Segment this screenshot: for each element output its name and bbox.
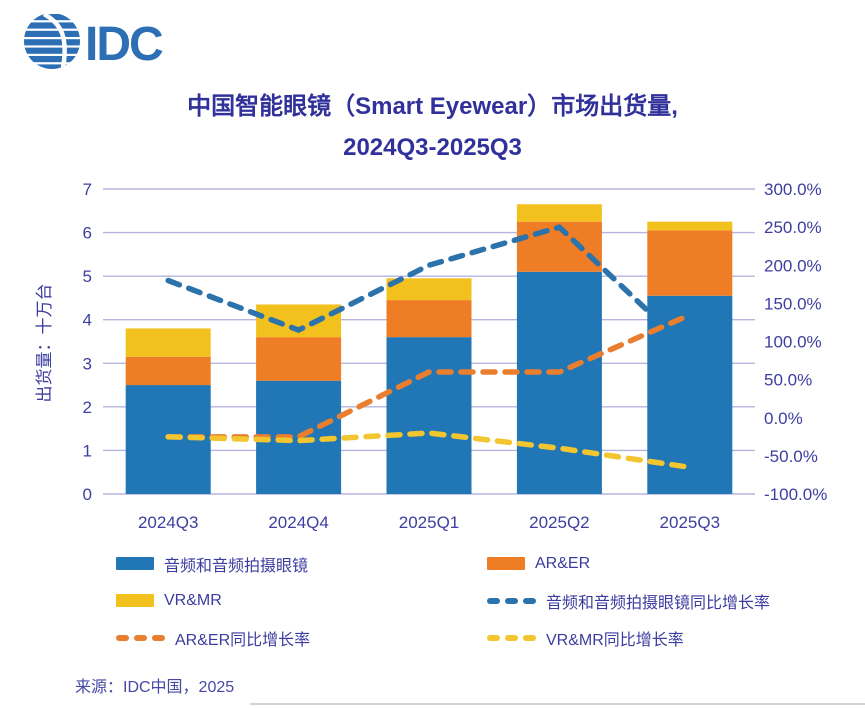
dash-icon bbox=[487, 597, 500, 604]
globe-stripe bbox=[24, 47, 80, 54]
globe-stripe bbox=[24, 22, 80, 29]
legend-label-ar-er-growth: AR&ER同比增长率 bbox=[175, 631, 311, 649]
right-axis-tick-label: 150.0% bbox=[764, 294, 822, 313]
dash-icon bbox=[134, 634, 147, 641]
legend-label-audio-camera-glasses: 音频和音频拍摄眼镜 bbox=[164, 557, 309, 575]
bar-segment-vr-mr bbox=[125, 328, 211, 357]
bar-segment-ar-er bbox=[647, 230, 733, 296]
left-axis-tick-label: 7 bbox=[83, 180, 92, 199]
legend-swatch-ar-er-growth bbox=[116, 634, 165, 641]
left-axis-tick-label: 2 bbox=[83, 398, 92, 417]
legend-label-vr-mr: VR&MR bbox=[164, 591, 222, 609]
chart-title-line2: 2024Q3-2025Q3 bbox=[343, 134, 522, 161]
bar-segment-ar-er bbox=[256, 337, 342, 381]
bottom-hairline bbox=[250, 703, 865, 705]
globe-stripe bbox=[24, 39, 80, 46]
dash-icon bbox=[505, 634, 518, 641]
left-axis-tick-label: 5 bbox=[83, 267, 92, 286]
bar-segment-audio-camera-glasses bbox=[516, 271, 602, 494]
left-axis-tick-label: 4 bbox=[83, 311, 92, 330]
legend-item-vr-mr-growth: VR&MR同比增长率 bbox=[487, 626, 770, 650]
x-axis-label: 2024Q4 bbox=[268, 513, 329, 532]
right-axis-tick-label: 100.0% bbox=[764, 333, 822, 352]
legend-swatch-audio-camera-glasses-growth bbox=[487, 597, 536, 604]
dash-icon bbox=[487, 634, 500, 641]
source-note: 来源：IDC中国，2025 bbox=[75, 679, 235, 696]
bar-segment-ar-er bbox=[125, 356, 211, 386]
legend-label-audio-camera-glasses-growth: 音频和音频拍摄眼镜同比增长率 bbox=[546, 594, 771, 612]
left-axis-tick-label: 1 bbox=[83, 441, 92, 460]
idc-logo: IDC bbox=[22, 8, 172, 72]
legend-item-audio-camera-glasses-growth: 音频和音频拍摄眼镜同比增长率 bbox=[487, 589, 770, 613]
right-axis-tick-label: -50.0% bbox=[764, 447, 818, 466]
bar-segment-vr-mr bbox=[516, 204, 602, 222]
globe-stripe bbox=[24, 64, 80, 69]
x-axis-label: 2025Q3 bbox=[660, 513, 721, 532]
x-axis-label: 2024Q3 bbox=[138, 513, 199, 532]
y-axis-title: 出货量：十万台 bbox=[35, 284, 54, 403]
bar-segment-audio-camera-glasses bbox=[386, 337, 472, 494]
growth-line-vr-mr-growth bbox=[165, 430, 693, 471]
right-axis-tick-label: 300.0% bbox=[764, 180, 822, 199]
dash-icon bbox=[116, 634, 129, 641]
right-axis-tick-label: 0.0% bbox=[764, 409, 803, 428]
legend-item-ar-er-growth: AR&ER同比增长率 bbox=[116, 626, 487, 650]
right-axis-tick-label: 200.0% bbox=[764, 256, 822, 275]
idc-logo-text: IDC bbox=[85, 18, 163, 71]
dash-icon bbox=[523, 597, 536, 604]
idc-globe-icon: IDC bbox=[24, 13, 165, 71]
legend-item-vr-mr: VR&MR bbox=[116, 592, 487, 610]
left-axis-tick-label: 3 bbox=[83, 354, 92, 373]
combo-chart-plot: 0 1 2 3 4 5 6 7 300.0% 250.0% 200.0% 150.0% 100.0% 50… bbox=[35, 180, 827, 532]
dash-icon bbox=[523, 634, 536, 641]
right-axis-tick-label: -100.0% bbox=[764, 485, 827, 504]
legend-swatch-ar-er bbox=[487, 557, 525, 570]
legend-swatch-vr-mr-growth bbox=[487, 634, 536, 641]
left-axis-tick-label: 6 bbox=[83, 224, 92, 243]
bar-segment-vr-mr bbox=[647, 221, 733, 231]
globe-stripe bbox=[24, 56, 80, 63]
chart-title-line1: 中国智能眼镜（Smart Eyewear）市场出货量, bbox=[187, 93, 678, 120]
growth-line-ar-er-growth bbox=[165, 312, 693, 440]
legend-item-audio-camera-glasses: 音频和音频拍摄眼镜 bbox=[116, 552, 487, 576]
x-axis-label: 2025Q2 bbox=[529, 513, 590, 532]
legend-swatch-audio-camera-glasses bbox=[116, 557, 154, 570]
right-axis-tick-label: 50.0% bbox=[764, 371, 812, 390]
legend-swatch-vr-mr bbox=[116, 594, 154, 607]
right-axis-tick-label: 250.0% bbox=[764, 218, 822, 237]
x-axis-label: 2025Q1 bbox=[399, 513, 460, 532]
legend-label-vr-mr-growth: VR&MR同比增长率 bbox=[546, 631, 684, 649]
growth-line-audio-camera-glasses-growth bbox=[165, 224, 651, 333]
legend-label-ar-er: AR&ER bbox=[535, 554, 591, 572]
bar-segment-vr-mr bbox=[386, 278, 472, 301]
globe-stripe bbox=[24, 30, 80, 37]
chart-legend: 音频和音频拍摄眼镜 AR&ER VR&MR 音频和音频拍摄眼镜同比增长率 AR&ER同比… bbox=[116, 545, 770, 656]
bar-segment-ar-er bbox=[386, 300, 472, 338]
dash-icon bbox=[152, 634, 165, 641]
dash-icon bbox=[505, 597, 518, 604]
chart-title: 中国智能眼镜（Smart Eyewear）市场出货量, 2024Q3-2025Q… bbox=[0, 86, 865, 168]
left-axis-tick-label: 0 bbox=[83, 485, 92, 504]
legend-item-ar-er: AR&ER bbox=[487, 555, 770, 573]
